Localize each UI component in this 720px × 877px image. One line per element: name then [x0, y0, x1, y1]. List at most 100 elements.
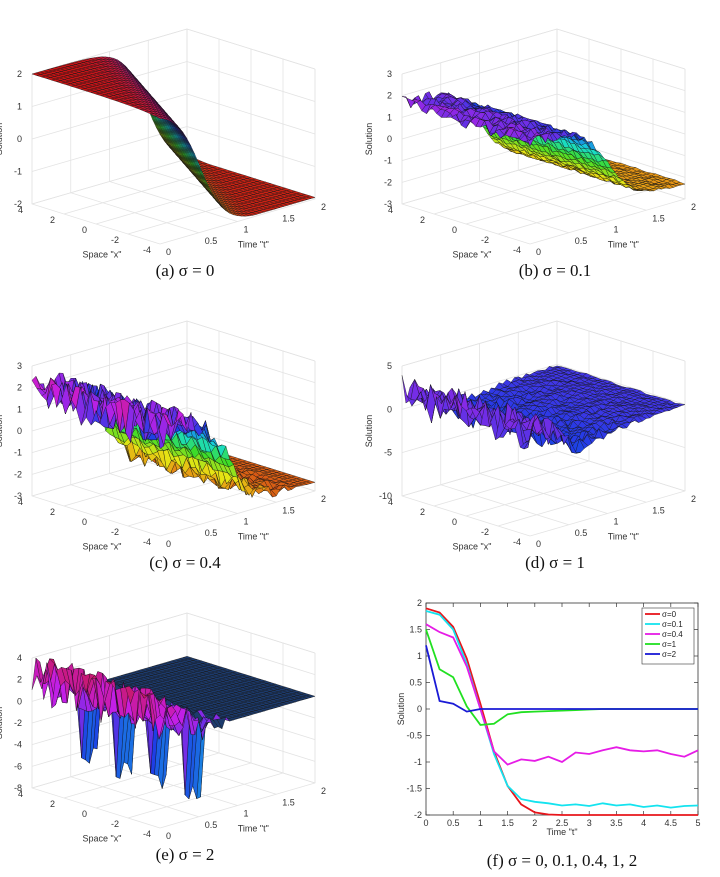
surface-panel-b: -3-2-10123-4-202400.511.52SolutionSpace … [364, 28, 696, 280]
space-tick-label: -4 [513, 537, 521, 547]
grid-line [401, 28, 686, 75]
surface-panel-a: -2 -1 0 1 2 -4 -2 0 2 4 0 0.5 1 1.5 2 Solution Space "x"… [0, 28, 326, 280]
grid-line [401, 450, 686, 497]
z-tick-label: -1 [14, 167, 22, 177]
time-axis-label: Time "t" [608, 239, 639, 249]
z-axis-label: Solution [364, 415, 374, 448]
grid-line [497, 351, 654, 527]
time-tick-label: 2 [321, 494, 326, 504]
grid-line [401, 28, 686, 75]
time-tick-label: 0.5 [575, 528, 588, 538]
z-tick-label: -3 [14, 491, 22, 501]
time-tick-label: 1.5 [282, 505, 295, 515]
grid-line [465, 341, 622, 517]
time-tick-label: 0 [536, 247, 541, 257]
z-tick-label: 3 [17, 361, 22, 371]
time-tick-label: 2 [691, 202, 696, 212]
time-tick-label: 1 [614, 517, 619, 527]
grid-line [31, 320, 316, 367]
space-tick-label: 2 [420, 215, 425, 225]
time-tick-label: 1 [614, 225, 619, 235]
z-axis-label: Solution [0, 415, 4, 448]
z-tick-label: -2 [384, 177, 392, 187]
space-axis-label: Space "x" [453, 250, 492, 260]
space-tick-label: -2 [111, 527, 119, 537]
panel-caption: (b) σ = 0.1 [519, 261, 592, 280]
grid-line [401, 320, 686, 367]
space-tick-label: 0 [452, 517, 457, 527]
z-tick-label: -5 [384, 448, 392, 458]
z-tick-label: -2 [14, 199, 22, 209]
time-tick-label: 0.5 [205, 528, 218, 538]
space-tick-label: -4 [513, 245, 521, 255]
space-tick-label: -2 [481, 527, 489, 537]
z-tick-label: 2 [17, 69, 22, 79]
space-tick-label: 4 [388, 497, 393, 507]
time-tick-label: 2 [691, 494, 696, 504]
time-axis-label: Time "t" [608, 531, 639, 541]
space-tick-label: 4 [18, 205, 23, 215]
space-axis-label: Space "x" [83, 250, 122, 260]
space-tick-label: -2 [111, 235, 119, 245]
space-tick-label: 0 [82, 225, 87, 235]
grid-line [401, 320, 686, 367]
time-tick-label: 1 [244, 517, 249, 527]
z-tick-label: -10 [379, 491, 392, 501]
time-tick-label: 0.5 [205, 236, 218, 246]
z-tick-label: 1 [387, 112, 392, 122]
time-tick-label: 0 [166, 247, 171, 257]
z-tick-label: 0 [17, 134, 22, 144]
time-tick-label: 1.5 [282, 213, 295, 223]
z-tick-label: -1 [384, 156, 392, 166]
z-tick-label: 5 [387, 361, 392, 371]
surface-patch [154, 414, 165, 449]
time-tick-label: 0 [166, 539, 171, 549]
time-axis-label: Time "t" [238, 239, 269, 249]
z-tick-label: 0 [387, 404, 392, 414]
space-tick-label: 4 [18, 497, 23, 507]
surface-patch [524, 134, 535, 147]
z-tick-label: 1 [17, 404, 22, 414]
time-tick-label: 1.5 [652, 213, 665, 223]
surface-patch [155, 115, 164, 120]
time-tick-label: 1 [244, 225, 249, 235]
space-tick-label: 2 [50, 507, 55, 517]
grid-line [401, 50, 686, 97]
space-tick-label: -2 [481, 235, 489, 245]
z-tick-label: -3 [384, 199, 392, 209]
space-tick-label: 0 [82, 517, 87, 527]
surface-patch [525, 422, 535, 443]
grid-line [31, 28, 316, 75]
space-axis-label: Space "x" [453, 542, 492, 552]
grid-line [31, 320, 316, 367]
z-tick-label: 0 [387, 134, 392, 144]
space-tick-label: 2 [50, 215, 55, 225]
space-tick-label: -4 [143, 245, 151, 255]
z-axis-label: Solution [364, 123, 374, 156]
time-tick-label: 0 [536, 539, 541, 549]
time-tick-label: 1.5 [652, 505, 665, 515]
space-tick-label: 0 [452, 225, 457, 235]
grid-line [31, 742, 316, 789]
z-tick-label: -1 [14, 448, 22, 458]
grid-line [31, 612, 316, 659]
panel-caption: (d) σ = 1 [525, 553, 585, 572]
time-axis-label: Time "t" [238, 531, 269, 541]
z-axis-label: Solution [0, 123, 4, 156]
grid-line [433, 331, 590, 507]
space-tick-label: -4 [143, 537, 151, 547]
surface-panel-e: -8-6-4-2024-4-202400.511.52SolutionSpace… [0, 612, 326, 864]
z-tick-label: 2 [17, 383, 22, 393]
panel-caption: (a) σ = 0 [156, 261, 215, 280]
z-tick-label: 1 [17, 102, 22, 112]
z-tick-label: 2 [387, 91, 392, 101]
grid-line [31, 612, 316, 659]
time-tick-label: 2 [321, 202, 326, 212]
space-tick-label: 4 [388, 205, 393, 215]
time-tick-label: 0.5 [575, 236, 588, 246]
z-tick-label: -2 [14, 469, 22, 479]
panel-caption: (c) σ = 0.4 [149, 553, 221, 572]
surface-panel-c: -3-2-10123-4-202400.511.52SolutionSpace … [0, 320, 326, 572]
